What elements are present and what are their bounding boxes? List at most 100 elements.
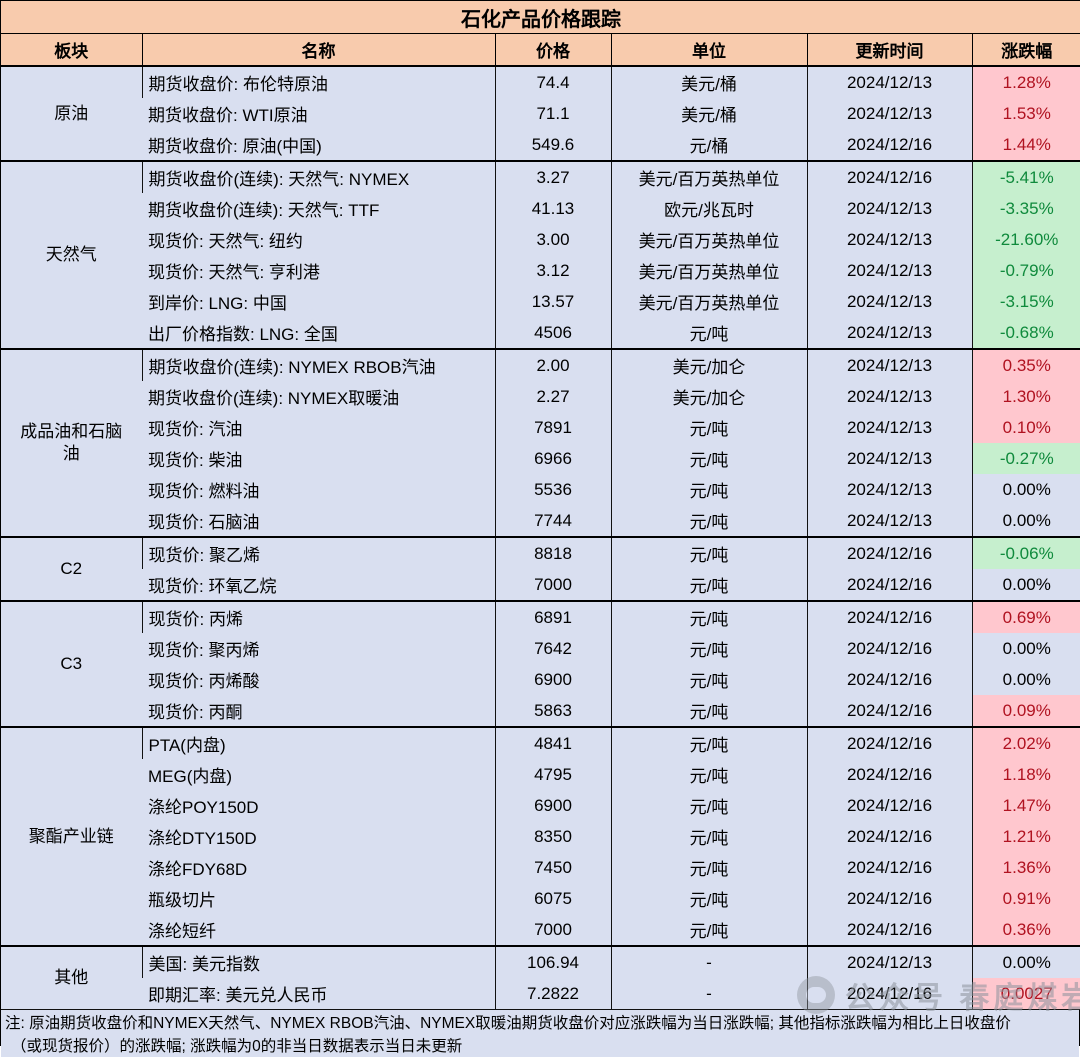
- change-cell: 0.00%: [971, 569, 1080, 601]
- name-cell: 现货价: 聚丙烯: [142, 633, 495, 664]
- change-cell: 1.44%: [971, 129, 1080, 161]
- name-cell: 期货收盘价(连续): 天然气: NYMEX: [141, 160, 495, 193]
- price-cell: 3.12: [494, 255, 611, 286]
- unit-cell: 元/吨: [610, 790, 807, 821]
- name-cell: 涤纶DTY150D: [142, 821, 495, 852]
- name-cell: 现货价: 聚乙烯: [141, 536, 495, 569]
- table-row: 现货价: 聚丙烯 7642 元/吨 2024/12/16 0.00%: [1, 633, 1080, 664]
- change-cell: 0.00%: [971, 505, 1080, 537]
- unit-cell: 元/吨: [610, 536, 807, 569]
- date-cell: 2024/12/16: [806, 821, 972, 852]
- change-cell: -21.60%: [971, 224, 1080, 255]
- price-cell: 7.2822: [494, 978, 611, 1009]
- change-cell: 0.0027: [971, 978, 1080, 1009]
- table-row: 涤纶FDY68D 7450 元/吨 2024/12/16 1.36%: [1, 852, 1080, 883]
- change-cell: 1.36%: [971, 852, 1080, 883]
- unit-cell: 美元/加仑: [610, 348, 807, 381]
- name-cell: 即期汇率: 美元兑人民币: [142, 978, 495, 1009]
- table-row: 期货收盘价: WTI原油 71.1 美元/桶 2024/12/13 1.53%: [1, 98, 1080, 129]
- price-cell: 6900: [494, 790, 611, 821]
- table-row: 现货价: 汽油 7891 元/吨 2024/12/13 0.10%: [1, 412, 1080, 443]
- price-cell: 7642: [494, 633, 611, 664]
- sector-cell: 聚酯产业链: [1, 726, 142, 946]
- date-cell: 2024/12/13: [806, 286, 972, 317]
- date-cell: 2024/12/13: [806, 317, 972, 349]
- price-cell: 6075: [494, 883, 611, 914]
- date-cell: 2024/12/13: [806, 474, 972, 505]
- unit-cell: 美元/百万英热单位: [610, 286, 807, 317]
- price-cell: 7744: [494, 505, 611, 537]
- date-cell: 2024/12/13: [806, 443, 972, 474]
- table-row: 天然气 期货收盘价(连续): 天然气: NYMEX 3.27 美元/百万英热单位…: [1, 160, 1080, 349]
- unit-cell: 元/吨: [610, 852, 807, 883]
- name-cell: 涤纶POY150D: [142, 790, 495, 821]
- price-cell: 106.94: [494, 945, 611, 978]
- name-cell: 出厂价格指数: LNG: 全国: [142, 317, 495, 349]
- change-cell: 0.09%: [971, 695, 1080, 727]
- unit-cell: 元/吨: [610, 914, 807, 946]
- change-cell: 0.00%: [971, 664, 1080, 695]
- header-row: 板块 名称 价格 单位 更新时间 涨跌幅: [1, 33, 1080, 67]
- name-cell: 期货收盘价: 原油(中国): [142, 129, 495, 161]
- date-cell: 2024/12/13: [806, 98, 972, 129]
- date-cell: 2024/12/13: [806, 348, 972, 381]
- change-cell: -3.35%: [971, 193, 1080, 224]
- table-row: 聚酯产业链 PTA(内盘) 4841 元/吨 2024/12/16 2.02%: [1, 726, 1080, 946]
- change-cell: 0.00%: [971, 474, 1080, 505]
- change-cell: -0.06%: [971, 536, 1080, 569]
- sector-cell: C2: [1, 536, 142, 601]
- table-row: 现货价: 丙酮 5863 元/吨 2024/12/16 0.09%: [1, 695, 1080, 727]
- name-cell: MEG(内盘): [142, 759, 495, 790]
- change-cell: 1.21%: [971, 821, 1080, 852]
- name-cell: 现货价: 燃料油: [142, 474, 495, 505]
- date-cell: 2024/12/13: [806, 412, 972, 443]
- unit-cell: 欧元/兆瓦时: [610, 193, 807, 224]
- table-row: 现货价: 燃料油 5536 元/吨 2024/12/13 0.00%: [1, 474, 1080, 505]
- price-cell: 3.00: [494, 224, 611, 255]
- change-cell: 0.10%: [971, 412, 1080, 443]
- date-cell: 2024/12/13: [806, 381, 972, 412]
- name-cell: 涤纶FDY68D: [142, 852, 495, 883]
- name-cell: 涤纶短纤: [142, 914, 495, 946]
- unit-cell: 元/吨: [610, 569, 807, 601]
- name-cell: 期货收盘价: 布伦特原油: [141, 65, 495, 98]
- price-cell: 8818: [494, 536, 611, 569]
- table-row: C3 现货价: 丙烯 6891 元/吨 2024/12/16 0.69%: [1, 600, 1080, 727]
- name-cell: 期货收盘价: WTI原油: [142, 98, 495, 129]
- col-header-change: 涨跌幅: [971, 33, 1080, 67]
- price-cell: 8350: [494, 821, 611, 852]
- date-cell: 2024/12/16: [806, 978, 972, 1009]
- change-cell: 1.18%: [971, 759, 1080, 790]
- name-cell: 期货收盘价(连续): NYMEX RBOB汽油: [141, 348, 495, 381]
- unit-cell: 元/吨: [610, 821, 807, 852]
- name-cell: 现货价: 石脑油: [142, 505, 495, 537]
- footnote: 注: 原油期货收盘价和NYMEX天然气、NYMEX RBOB汽油、NYMEX取暖…: [1, 1009, 1079, 1057]
- table-row: 现货价: 天然气: 纽约 3.00 美元/百万英热单位 2024/12/13 -…: [1, 224, 1080, 255]
- name-cell: 现货价: 汽油: [142, 412, 495, 443]
- change-cell: 2.02%: [971, 726, 1080, 759]
- date-cell: 2024/12/16: [806, 790, 972, 821]
- unit-cell: 美元/桶: [610, 65, 807, 98]
- unit-cell: 元/吨: [610, 412, 807, 443]
- price-cell: 2.00: [494, 348, 611, 381]
- date-cell: 2024/12/13: [806, 193, 972, 224]
- date-cell: 2024/12/16: [806, 726, 972, 759]
- unit-cell: -: [610, 945, 807, 978]
- name-cell: 期货收盘价(连续): 天然气: TTF: [142, 193, 495, 224]
- unit-cell: 美元/加仑: [610, 381, 807, 412]
- price-cell: 7891: [494, 412, 611, 443]
- date-cell: 2024/12/16: [806, 633, 972, 664]
- table-row: 期货收盘价: 原油(中国) 549.6 元/桶 2024/12/16 1.44%: [1, 129, 1080, 161]
- unit-cell: 元/桶: [610, 129, 807, 161]
- date-cell: 2024/12/16: [806, 695, 972, 727]
- table-row: 涤纶DTY150D 8350 元/吨 2024/12/16 1.21%: [1, 821, 1080, 852]
- table-row: 现货价: 环氧乙烷 7000 元/吨 2024/12/16 0.00%: [1, 569, 1080, 601]
- sector-cell: 天然气: [1, 160, 142, 349]
- name-cell: 期货收盘价(连续): NYMEX取暖油: [142, 381, 495, 412]
- price-cell: 4795: [494, 759, 611, 790]
- change-cell: 1.30%: [971, 381, 1080, 412]
- change-cell: 0.36%: [971, 914, 1080, 946]
- date-cell: 2024/12/16: [806, 600, 972, 633]
- name-cell: PTA(内盘): [141, 726, 495, 759]
